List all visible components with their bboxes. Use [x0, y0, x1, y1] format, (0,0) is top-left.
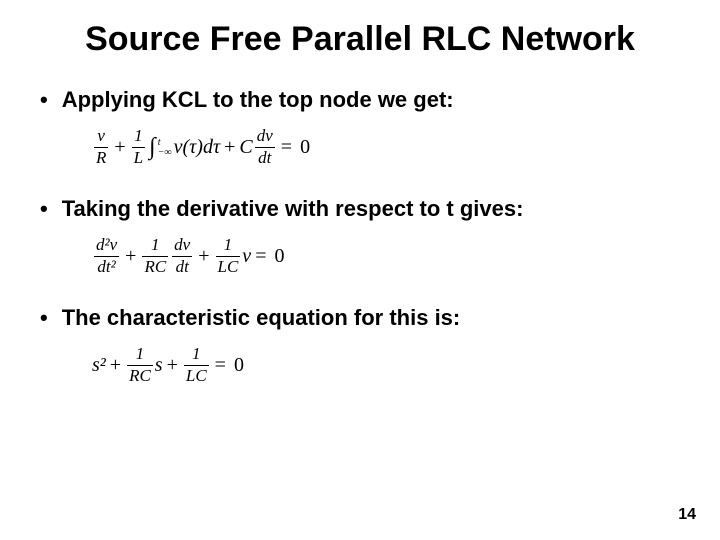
equals-op: = — [255, 245, 266, 268]
frac-dv-dt: dv dt — [172, 236, 192, 276]
zero: 0 — [300, 136, 310, 159]
frac-den: L — [132, 149, 145, 168]
bullet-row-1: • Applying KCL to the top node we get: — [40, 87, 680, 113]
frac-1-LC: 1 LC — [184, 345, 209, 385]
integrand: v(τ)dτ — [174, 136, 221, 159]
frac-1-RC: 1 RC — [127, 345, 153, 385]
equals-op: = — [215, 354, 226, 377]
frac-1-L: 1 L — [132, 127, 145, 167]
plus-op: + — [125, 245, 136, 268]
frac-num: 1 — [134, 345, 147, 364]
plus-op: + — [198, 245, 209, 268]
bullet-marker: • — [40, 196, 48, 222]
zero: 0 — [274, 245, 284, 268]
frac-num: dv — [172, 236, 192, 255]
var-v: v — [242, 245, 251, 268]
frac-num: d²v — [94, 236, 119, 255]
frac-num: 1 — [222, 236, 235, 255]
frac-den: dt — [174, 258, 191, 277]
bullet-marker: • — [40, 87, 48, 113]
frac-num: 1 — [190, 345, 203, 364]
plus-op: + — [167, 354, 178, 377]
plus-op: + — [224, 136, 235, 159]
plus-op: + — [114, 136, 125, 159]
bullet-text-2: Taking the derivative with respect to t … — [62, 196, 524, 222]
frac-d2v-dt2: d²v dt² — [94, 236, 119, 276]
equation-2: d²v dt² + 1 RC dv dt + 1 LC v = 0 — [92, 236, 680, 276]
frac-1-LC: 1 LC — [216, 236, 241, 276]
frac-den: R — [94, 149, 108, 168]
var-C: C — [239, 136, 252, 159]
frac-den: dt² — [95, 258, 117, 277]
frac-den: RC — [127, 367, 153, 386]
frac-dv-dt: dv dt — [255, 127, 275, 167]
frac-den: LC — [184, 367, 209, 386]
frac-num: 1 — [132, 127, 145, 146]
int-lower: −∞ — [158, 148, 172, 158]
frac-den: dt — [256, 149, 273, 168]
var-s2: s² — [92, 354, 106, 377]
integral-sign: ∫ — [149, 134, 156, 161]
plus-op: + — [110, 354, 121, 377]
zero: 0 — [234, 354, 244, 377]
frac-num: v — [95, 127, 107, 146]
integral-bounds: t −∞ — [158, 138, 172, 158]
frac-num: 1 — [149, 236, 162, 255]
equation-1: v R + 1 L ∫ t −∞ v(τ)dτ + C dv dt = 0 — [92, 127, 680, 167]
equation-3: s² + 1 RC s + 1 LC = 0 — [92, 345, 680, 385]
slide-title: Source Free Parallel RLC Network — [40, 20, 680, 59]
bullet-row-3: • The characteristic equation for this i… — [40, 305, 680, 331]
frac-den: RC — [142, 258, 168, 277]
page-number: 14 — [678, 506, 696, 524]
frac-den: LC — [216, 258, 241, 277]
bullet-marker: • — [40, 305, 48, 331]
bullet-row-2: • Taking the derivative with respect to … — [40, 196, 680, 222]
bullet-text-3: The characteristic equation for this is: — [62, 305, 461, 331]
var-s: s — [155, 354, 163, 377]
frac-v-R: v R — [94, 127, 108, 167]
frac-num: dv — [255, 127, 275, 146]
frac-1-RC: 1 RC — [142, 236, 168, 276]
bullet-text-1: Applying KCL to the top node we get: — [62, 87, 454, 113]
equals-op: = — [281, 136, 292, 159]
